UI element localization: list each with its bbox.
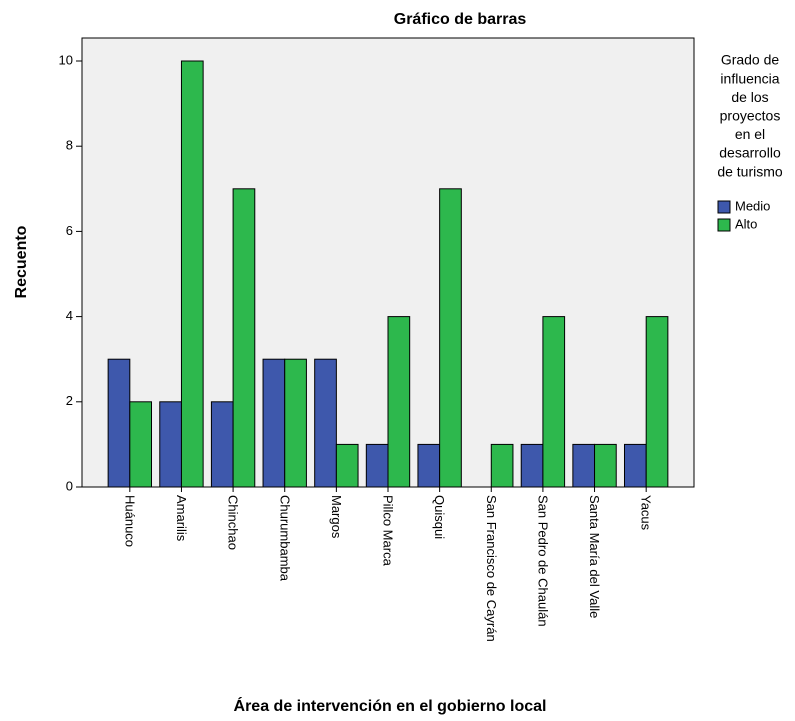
bar [645, 316, 669, 488]
x-tick-label: San Pedro de Chaulán [535, 495, 550, 627]
bar [594, 443, 617, 488]
bar [314, 358, 337, 488]
bar [335, 443, 359, 488]
bar [129, 401, 153, 488]
x-tick-label: Chinchao [226, 495, 241, 550]
legend-label: Alto [735, 216, 757, 231]
legend-title: en el [735, 126, 765, 142]
bar [107, 358, 131, 488]
y-axis-label: Recuento [13, 225, 30, 298]
x-tick-label: Huánuco [122, 495, 137, 547]
x-tick-label: San Francisco de Cayrán [484, 495, 499, 642]
bar [542, 316, 566, 488]
bar [262, 358, 286, 488]
bar [439, 188, 462, 488]
bar [210, 401, 234, 488]
legend-label: Medio [735, 198, 770, 213]
bar [232, 188, 256, 488]
bar [365, 443, 389, 488]
bar [520, 443, 544, 488]
x-tick-label: Yacus [639, 495, 654, 531]
legend-title: desarrollo [719, 145, 781, 161]
bar [284, 358, 307, 488]
y-tick-label: 0 [66, 478, 73, 493]
bar [180, 60, 204, 488]
legend-swatch [717, 200, 731, 214]
bar [417, 443, 441, 488]
bar [572, 443, 596, 488]
y-tick-label: 10 [59, 52, 73, 67]
y-tick-label: 2 [66, 393, 73, 408]
legend-title: de los [731, 89, 768, 105]
legend-title: proyectos [720, 108, 781, 124]
legend-title: de turismo [717, 163, 783, 179]
x-tick-label: Quisqui [432, 495, 447, 539]
x-tick-label: Margos [329, 495, 344, 539]
x-tick-label: Churumbamba [277, 495, 292, 582]
y-tick-label: 8 [66, 138, 73, 153]
x-axis-label: Área de intervención en el gobierno loca… [234, 696, 547, 715]
legend-title: influencia [720, 70, 779, 86]
x-tick-label: Santa María del Valle [587, 495, 602, 618]
legend-title: Grado de [721, 52, 780, 68]
y-tick-label: 4 [66, 308, 73, 323]
bar [490, 443, 514, 488]
x-tick-label: Amarilis [174, 495, 189, 542]
chart-title: Gráfico de barras [394, 11, 527, 28]
x-tick-label: Pillco Marca [381, 495, 396, 567]
legend-swatch [717, 218, 731, 232]
bar [623, 443, 647, 488]
y-tick-label: 6 [66, 223, 73, 238]
bar [387, 316, 411, 488]
bar [159, 401, 182, 488]
